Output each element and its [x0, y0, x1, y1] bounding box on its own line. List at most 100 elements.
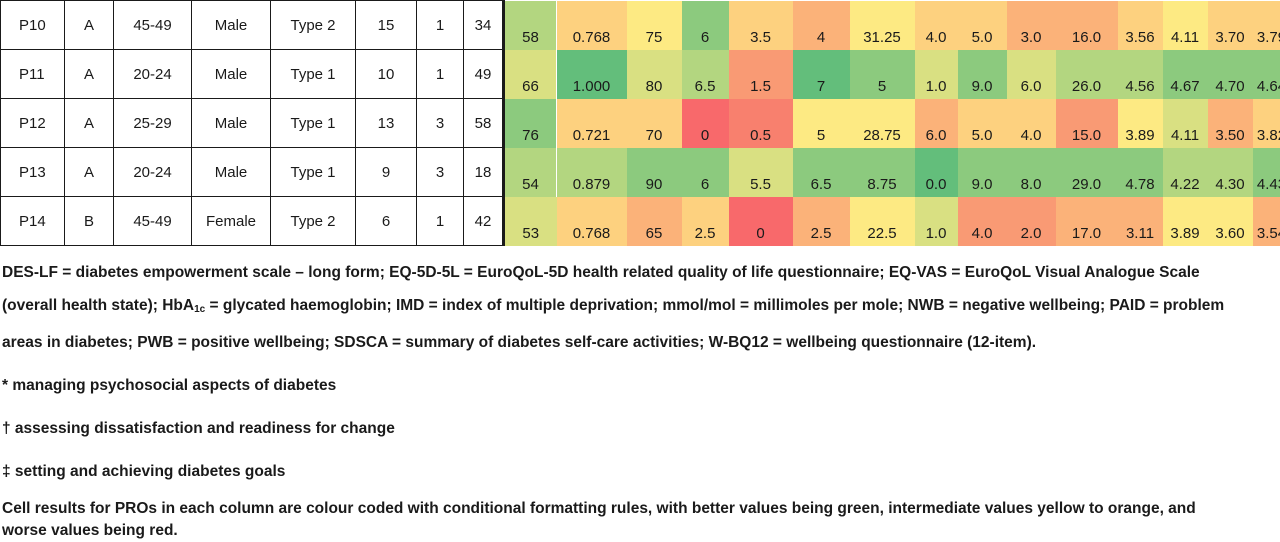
group-cell: A: [65, 148, 114, 197]
pro-score-cell: 70: [627, 99, 682, 148]
age-band-cell: 45-49: [114, 1, 192, 50]
hba1c-cell: 42: [464, 197, 504, 246]
pro-score-cell: 4.56: [1118, 50, 1163, 99]
pro-score-cell: 2.5: [682, 197, 729, 246]
pro-score-cell: 0.879: [557, 148, 627, 197]
group-cell: A: [65, 99, 114, 148]
duration-cell: 13: [356, 99, 417, 148]
pro-score-cell: 6.0: [915, 99, 958, 148]
pro-score-cell: 4.67: [1163, 50, 1208, 99]
imd-cell: 1: [417, 1, 464, 50]
pro-score-cell: 5.0: [958, 1, 1007, 50]
pro-score-cell: 3.56: [1118, 1, 1163, 50]
pro-score-cell: 17.0: [1056, 197, 1118, 246]
pro-score-cell: 1.000: [557, 50, 627, 99]
group-cell: B: [65, 197, 114, 246]
pro-score-cell: 4.0: [1007, 99, 1056, 148]
pro-score-cell: 53: [504, 197, 557, 246]
diabetes-type-cell: Type 1: [271, 50, 356, 99]
imd-cell: 1: [417, 197, 464, 246]
pro-score-cell: 0.5: [729, 99, 793, 148]
duration-cell: 15: [356, 1, 417, 50]
pro-score-cell: 29.0: [1056, 148, 1118, 197]
participant-id-cell: P10: [1, 1, 65, 50]
pro-score-cell: 16.0: [1056, 1, 1118, 50]
pro-score-cell: 66: [504, 50, 557, 99]
pro-score-cell: 54: [504, 148, 557, 197]
sex-cell: Female: [192, 197, 271, 246]
sex-cell: Male: [192, 148, 271, 197]
pro-score-cell: 5.5: [729, 148, 793, 197]
group-cell: A: [65, 50, 114, 99]
participant-id-cell: P12: [1, 99, 65, 148]
hba1c-subscript: 1c: [194, 304, 205, 315]
pro-score-cell: 1.5: [729, 50, 793, 99]
diabetes-type-cell: Type 2: [271, 197, 356, 246]
age-band-cell: 45-49: [114, 197, 192, 246]
pro-score-cell: 0.768: [557, 1, 627, 50]
pro-score-cell: 2.5: [793, 197, 850, 246]
participant-id-cell: P14: [1, 197, 65, 246]
pro-score-cell: 3.82: [1253, 99, 1280, 148]
pro-score-cell: 3.54: [1253, 197, 1280, 246]
pro-score-cell: 3.60: [1208, 197, 1253, 246]
pro-score-cell: 4.0: [915, 1, 958, 50]
pro-score-cell: 3.89: [1163, 197, 1208, 246]
pro-score-cell: 6: [682, 148, 729, 197]
diabetes-type-cell: Type 2: [271, 1, 356, 50]
pro-score-cell: 15.0: [1056, 99, 1118, 148]
pro-score-cell: 4.11: [1163, 1, 1208, 50]
pro-score-cell: 4.78: [1118, 148, 1163, 197]
pro-score-cell: 80: [627, 50, 682, 99]
imd-cell: 1: [417, 50, 464, 99]
pro-score-cell: 9.0: [958, 148, 1007, 197]
pro-score-cell: 0: [729, 197, 793, 246]
double-dagger-footnote: ‡ setting and achieving diabetes goals: [2, 455, 1232, 488]
table-footnotes: DES-LF = diabetes empowerment scale – lo…: [2, 256, 1232, 542]
participant-id-cell: P11: [1, 50, 65, 99]
pro-score-cell: 6: [682, 1, 729, 50]
duration-cell: 10: [356, 50, 417, 99]
imd-cell: 3: [417, 148, 464, 197]
dagger-footnote: † assessing dissatisfaction and readines…: [2, 412, 1232, 445]
pro-score-cell: 3.11: [1118, 197, 1163, 246]
pro-score-cell: 3.0: [1007, 1, 1056, 50]
pro-score-cell: 3.79: [1253, 1, 1280, 50]
participant-id-cell: P13: [1, 148, 65, 197]
pro-score-cell: 3.70: [1208, 1, 1253, 50]
pro-score-cell: 1.0: [915, 197, 958, 246]
pro-score-cell: 9.0: [958, 50, 1007, 99]
pro-score-cell: 6.5: [682, 50, 729, 99]
pro-score-cell: 2.0: [1007, 197, 1056, 246]
pro-score-cell: 76: [504, 99, 557, 148]
pro-score-cell: 4.43: [1253, 148, 1280, 197]
pro-score-cell: 0: [682, 99, 729, 148]
pro-score-cell: 4.70: [1208, 50, 1253, 99]
pro-score-cell: 0.721: [557, 99, 627, 148]
pro-score-cell: 8.75: [850, 148, 915, 197]
sex-cell: Male: [192, 1, 271, 50]
color-coding-note: Cell results for PROs in each column are…: [2, 498, 1232, 542]
pro-score-cell: 65: [627, 197, 682, 246]
pro-score-cell: 26.0: [1056, 50, 1118, 99]
sex-cell: Male: [192, 99, 271, 148]
pro-score-cell: 75: [627, 1, 682, 50]
star-footnote: * managing psychosocial aspects of diabe…: [2, 369, 1232, 402]
pro-score-cell: 31.25: [850, 1, 915, 50]
pro-score-cell: 3.89: [1118, 99, 1163, 148]
pro-score-cell: 90: [627, 148, 682, 197]
imd-cell: 3: [417, 99, 464, 148]
duration-cell: 6: [356, 197, 417, 246]
pro-score-cell: 3.50: [1208, 99, 1253, 148]
sex-cell: Male: [192, 50, 271, 99]
pro-score-cell: 4.0: [958, 197, 1007, 246]
pro-score-cell: 7: [793, 50, 850, 99]
pro-score-cell: 5: [850, 50, 915, 99]
pro-score-cell: 5: [793, 99, 850, 148]
